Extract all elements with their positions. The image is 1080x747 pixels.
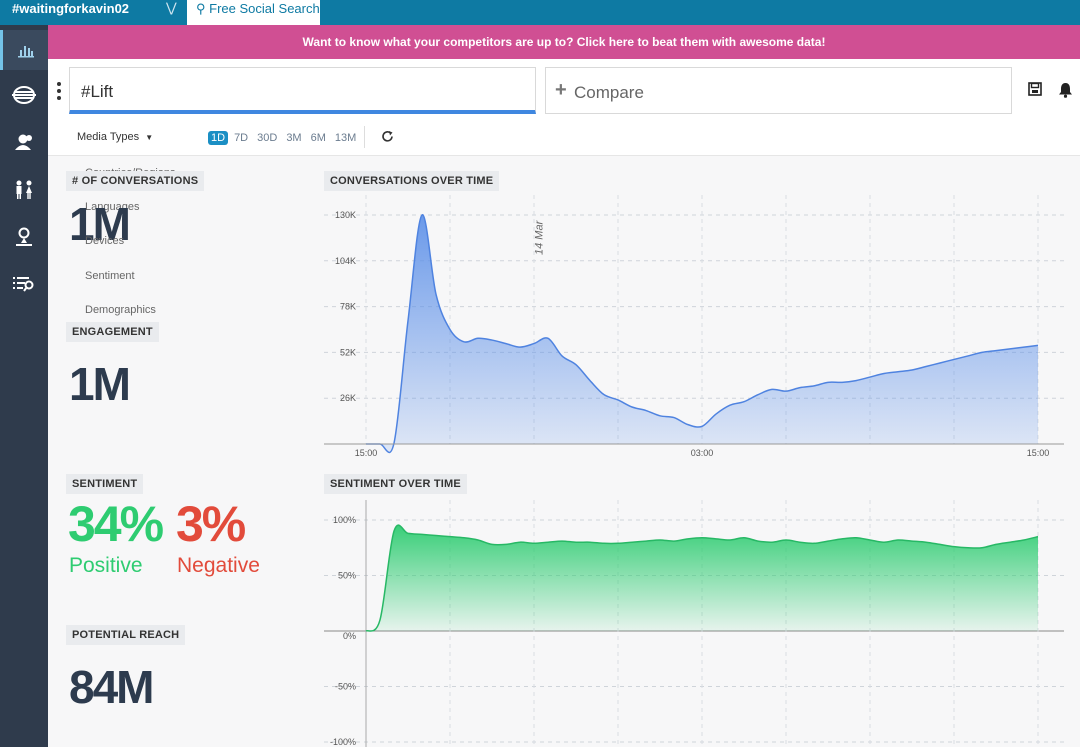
y-tick-label: 78K xyxy=(340,302,356,312)
positive-value: 34% xyxy=(68,495,162,553)
sentiment-area xyxy=(366,525,1038,631)
plus-icon: + xyxy=(555,79,567,102)
range-1d[interactable]: 1D xyxy=(208,131,228,145)
bell-icon[interactable] xyxy=(1058,82,1073,98)
range-7d[interactable]: 7D xyxy=(231,131,251,145)
globe-icon xyxy=(12,86,36,104)
menu-item-sentiment[interactable]: Sentiment xyxy=(85,270,135,282)
compare-box[interactable]: + Compare xyxy=(545,67,1012,114)
query-input-box[interactable]: #Lift xyxy=(69,67,536,114)
sidebar-item-globe[interactable] xyxy=(0,75,48,115)
y-tick-label: 100% xyxy=(333,515,356,525)
sentiment-label: SENTIMENT xyxy=(66,474,143,494)
sidebar-item-dashboard[interactable] xyxy=(0,30,48,70)
potential-reach-value: 84M xyxy=(69,660,152,714)
sidebar xyxy=(0,25,48,747)
time-range-selector: 1D 7D 30D 3M 6M 13M xyxy=(208,131,362,145)
divider xyxy=(364,126,365,148)
sentiment-over-time-chart: 100% 50% 0% -50% -100% xyxy=(324,500,1070,747)
range-30d[interactable]: 30D xyxy=(254,131,280,145)
promo-banner[interactable]: Want to know what your competitors are u… xyxy=(48,25,1080,59)
workspace-name[interactable]: #waitingforkavin02 xyxy=(12,0,129,25)
sidebar-item-location[interactable] xyxy=(0,217,48,257)
search-tab-label: Free Social Search xyxy=(209,1,320,16)
map-pin-icon xyxy=(14,227,34,247)
engagement-label: ENGAGEMENT xyxy=(66,322,159,342)
media-types-label: Media Types xyxy=(77,131,139,143)
bar-chart-icon xyxy=(16,42,36,58)
sentiment-chart-title: SENTIMENT OVER TIME xyxy=(324,474,467,494)
users-icon xyxy=(13,133,35,151)
y-tick-label: 50% xyxy=(338,571,356,581)
y-tick-label: 52K xyxy=(340,347,356,357)
x-tick-label: 15:00 xyxy=(355,448,378,458)
sidebar-item-search-list[interactable] xyxy=(0,264,48,304)
media-types-dropdown[interactable]: Media Types ▼ xyxy=(77,131,153,143)
y-tick-label: -50% xyxy=(335,682,356,692)
top-bar: #waitingforkavin02 ⋁ ⚲ Free Social Searc… xyxy=(0,0,1080,25)
menu-item-devices[interactable]: Devices xyxy=(85,235,124,247)
conversations-over-time-chart: 26K 52K 78K 104K 130K 15:00 03:00 15:00 14 Mar xyxy=(324,195,1070,465)
save-icon[interactable] xyxy=(1028,82,1042,96)
search-icon: ⚲ xyxy=(196,1,206,16)
chevron-double-down-icon[interactable]: ⋁ xyxy=(166,0,177,16)
positive-label: Positive xyxy=(69,554,143,578)
y-tick-label: 0% xyxy=(343,631,356,641)
range-6m[interactable]: 6M xyxy=(308,131,329,145)
free-social-search-tab[interactable]: ⚲ Free Social Search xyxy=(187,0,320,25)
y-tick-label: 26K xyxy=(340,393,356,403)
x-tick-label: 15:00 xyxy=(1027,448,1050,458)
sidebar-item-audience[interactable] xyxy=(0,122,48,162)
compare-label: Compare xyxy=(574,83,644,103)
range-3m[interactable]: 3M xyxy=(283,131,304,145)
potential-reach-label: POTENTIAL REACH xyxy=(66,625,185,645)
negative-label: Negative xyxy=(177,554,260,578)
conversations-label: # OF CONVERSATIONS xyxy=(66,171,204,191)
refresh-icon[interactable] xyxy=(381,130,394,143)
y-tick-label: 130K xyxy=(335,210,356,220)
y-tick-label: 104K xyxy=(335,256,356,266)
filter-bar: Media Types ▼ 1D 7D 30D 3M 6M 13M xyxy=(48,118,1080,156)
conversations-chart-title: CONVERSATIONS OVER TIME xyxy=(324,171,499,191)
query-input[interactable]: #Lift xyxy=(81,82,113,102)
sidebar-item-demographics[interactable] xyxy=(0,170,48,210)
caret-down-icon: ▼ xyxy=(145,133,153,142)
range-13m[interactable]: 13M xyxy=(332,131,359,145)
menu-item-demographics[interactable]: Demographics xyxy=(85,304,156,316)
male-female-icon xyxy=(13,180,35,200)
engagement-value: 1M xyxy=(69,357,129,411)
x-tick-label: 03:00 xyxy=(691,448,714,458)
more-options-icon[interactable] xyxy=(56,82,62,102)
y-tick-label: -100% xyxy=(330,737,356,747)
list-search-icon xyxy=(12,275,36,293)
negative-value: 3% xyxy=(176,495,244,553)
date-annotation: 14 Mar xyxy=(533,219,545,255)
